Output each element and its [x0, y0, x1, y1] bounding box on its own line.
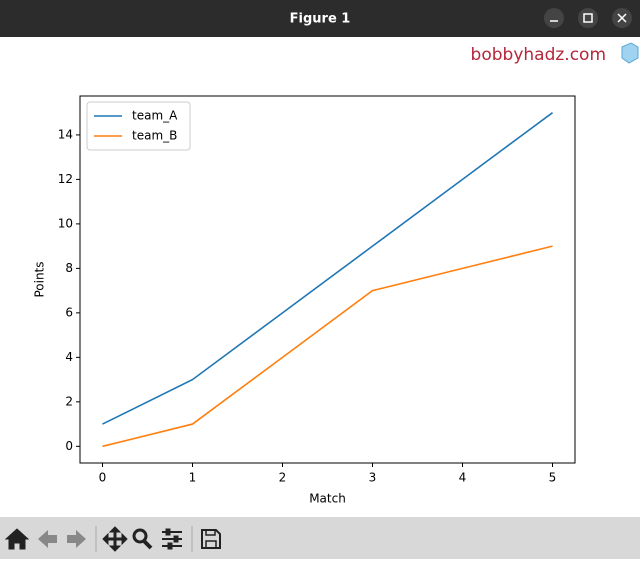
y-tick-label: 0 [65, 439, 73, 453]
x-tick-label: 0 [99, 471, 107, 485]
line [102, 112, 553, 425]
legend-box [86, 101, 191, 151]
configure-button[interactable] [162, 528, 182, 550]
window-title: Figure 1 [290, 12, 351, 27]
y-tick-label: 10 [58, 216, 73, 230]
legend-label: team_B [132, 129, 177, 143]
save-button[interactable] [201, 529, 221, 549]
y-tick-label: 4 [65, 350, 73, 364]
watermark-icon [621, 42, 639, 64]
zoom-button[interactable] [132, 528, 153, 550]
y-tick-label: 6 [65, 305, 73, 319]
watermark: bobbyhadz.com [471, 45, 606, 65]
y-axis-label: Points [33, 261, 47, 297]
x-axis-label: Match [309, 492, 346, 506]
y-tick-label: 2 [65, 394, 73, 408]
title-bar [0, 0, 640, 37]
y-tick-label: 8 [65, 261, 73, 275]
legend-label: team_A [132, 109, 178, 123]
x-tick-label: 5 [549, 471, 557, 485]
pan-button[interactable] [102, 526, 128, 552]
x-tick-label: 2 [279, 471, 287, 485]
maximize-button[interactable] [578, 8, 598, 28]
plot-frame [79, 95, 576, 464]
x-tick-label: 3 [369, 471, 377, 485]
home-button[interactable] [4, 528, 30, 550]
x-tick-label: 1 [189, 471, 197, 485]
x-tick-label: 4 [459, 471, 467, 485]
close-button[interactable] [612, 8, 632, 28]
minimize-button[interactable] [544, 8, 564, 28]
y-tick-label: 12 [58, 172, 73, 186]
back-button[interactable] [38, 530, 57, 548]
forward-button[interactable] [67, 530, 86, 548]
y-tick-label: 14 [58, 127, 73, 141]
line [102, 245, 553, 448]
